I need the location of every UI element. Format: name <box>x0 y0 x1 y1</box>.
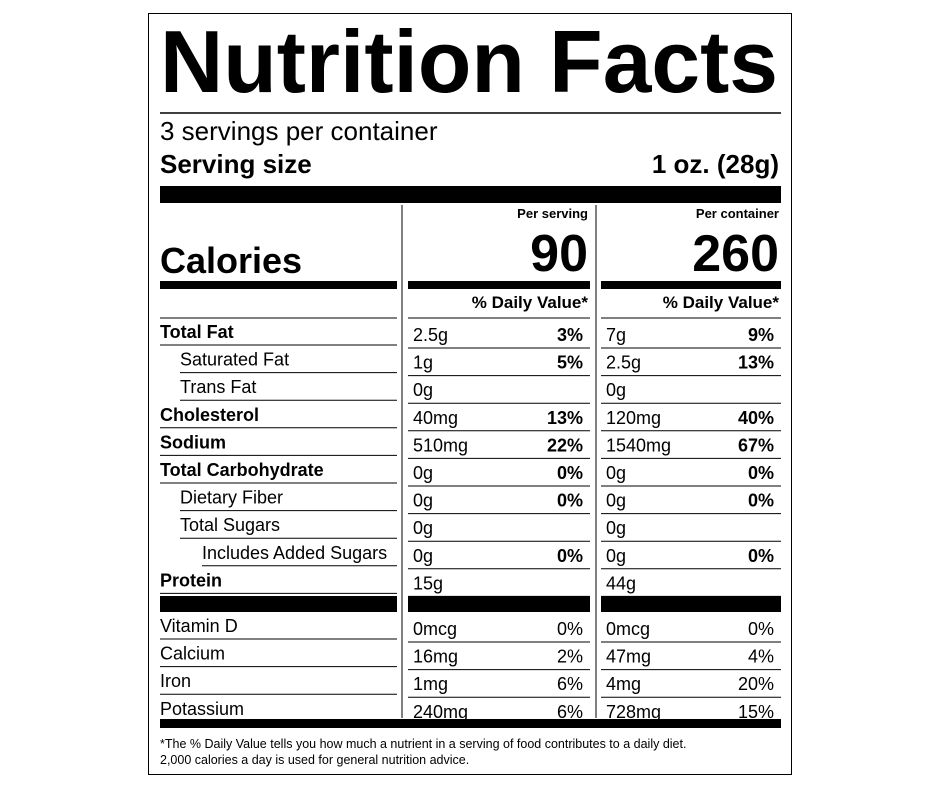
daily-value: 0% <box>748 546 774 566</box>
amount: 120mg <box>606 408 661 428</box>
amount: 40mg <box>413 408 458 428</box>
thick-bar <box>408 281 590 289</box>
amount: 0g <box>606 546 626 566</box>
dv-heading: % Daily Value* <box>472 293 589 312</box>
amount: 0g <box>413 463 433 483</box>
daily-value: 40% <box>738 408 774 428</box>
amount: 0g <box>606 380 626 400</box>
nutrient-name: Potassium <box>160 699 244 719</box>
daily-value: 15% <box>738 702 774 722</box>
daily-value: 0% <box>557 546 583 566</box>
daily-value: 4% <box>748 647 774 667</box>
servings: 3 servings per container <box>160 116 438 146</box>
thick-bar <box>160 186 781 203</box>
amount: 2.5g <box>606 353 641 373</box>
amount: 0g <box>606 491 626 511</box>
amount: 0g <box>606 463 626 483</box>
nutrient-name: Includes Added Sugars <box>202 543 387 563</box>
nutrient-name: Total Sugars <box>180 515 280 535</box>
title: Nutrition Facts <box>160 12 778 111</box>
calories-label: Calories <box>160 240 302 281</box>
daily-value: 6% <box>557 702 583 722</box>
serving-size-label: Serving size <box>160 149 312 179</box>
daily-value: 0% <box>748 463 774 483</box>
amount: 0mcg <box>606 619 650 639</box>
thick-bar <box>408 596 590 612</box>
thick-bar <box>601 596 781 612</box>
daily-value: 9% <box>748 325 774 345</box>
amount: 0mcg <box>413 619 457 639</box>
amount: 44g <box>606 573 636 593</box>
amount: 2.5g <box>413 325 448 345</box>
footnote: *The % Daily Value tells you how much a … <box>160 737 686 751</box>
amount: 4mg <box>606 674 641 694</box>
calories-value: 260 <box>692 225 779 283</box>
amount: 7g <box>606 325 626 345</box>
dv-heading: % Daily Value* <box>663 293 780 312</box>
amount: 16mg <box>413 647 458 667</box>
nutrient-name: Iron <box>160 671 191 691</box>
amount: 1540mg <box>606 435 671 455</box>
amount: 1g <box>413 353 433 373</box>
daily-value: 13% <box>738 353 774 373</box>
thick-bar <box>601 281 781 289</box>
daily-value: 13% <box>547 408 583 428</box>
daily-value: 20% <box>738 674 774 694</box>
column-heading: Per serving <box>517 206 588 221</box>
amount: 1mg <box>413 674 448 694</box>
amount: 15g <box>413 573 443 593</box>
nutrient-name: Vitamin D <box>160 616 238 636</box>
nutrient-name: Protein <box>160 570 222 590</box>
nutrient-name: Saturated Fat <box>180 350 289 370</box>
footnote: 2,000 calories a day is used for general… <box>160 753 469 767</box>
daily-value: 22% <box>547 435 583 455</box>
amount: 0g <box>413 380 433 400</box>
daily-value: 0% <box>748 619 774 639</box>
daily-value: 0% <box>557 491 583 511</box>
nutrient-name: Total Fat <box>160 322 234 342</box>
thick-bar <box>160 281 397 289</box>
daily-value: 5% <box>557 353 583 373</box>
amount: 47mg <box>606 647 651 667</box>
amount: 0g <box>413 491 433 511</box>
daily-value: 6% <box>557 674 583 694</box>
calories-value: 90 <box>530 225 588 283</box>
nutrient-name: Total Carbohydrate <box>160 460 324 480</box>
amount: 510mg <box>413 435 468 455</box>
amount: 728mg <box>606 702 661 722</box>
serving-size: 1 oz. (28g) <box>652 149 779 179</box>
amount: 0g <box>413 546 433 566</box>
daily-value: 0% <box>748 491 774 511</box>
nutrient-name: Cholesterol <box>160 405 259 425</box>
nutrient-name: Calcium <box>160 644 225 664</box>
amount: 0g <box>606 518 626 538</box>
daily-value: 0% <box>557 619 583 639</box>
nutrient-name: Dietary Fiber <box>180 488 283 508</box>
thick-bar <box>160 596 397 612</box>
nutrient-name: Sodium <box>160 432 226 452</box>
column-heading: Per container <box>696 206 779 221</box>
nutrient-name: Trans Fat <box>180 377 256 397</box>
daily-value: 2% <box>557 647 583 667</box>
thick-bar <box>160 719 781 728</box>
amount: 240mg <box>413 702 468 722</box>
amount: 0g <box>413 518 433 538</box>
daily-value: 0% <box>557 463 583 483</box>
daily-value: 3% <box>557 325 583 345</box>
daily-value: 67% <box>738 435 774 455</box>
frame <box>148 13 792 775</box>
